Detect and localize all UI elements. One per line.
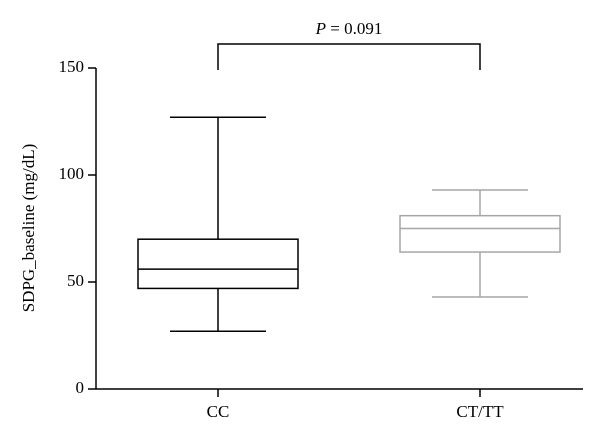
y-tick-label: 50 <box>67 271 84 290</box>
y-axis-label: SDPG_baseline (mg/dL) <box>19 144 38 313</box>
x-tick-label: CT/TT <box>456 402 504 421</box>
annotation: P = 0.091 <box>315 19 383 38</box>
y-tick-label: 0 <box>76 378 85 397</box>
x-tick-label: CC <box>207 402 230 421</box>
box <box>399 214 561 253</box>
y-tick-label: 150 <box>59 57 85 76</box>
box <box>137 238 299 290</box>
y-tick-label: 100 <box>59 164 85 183</box>
annotation-text: = 0.091 <box>330 19 382 38</box>
significance-bracket <box>217 43 481 70</box>
annotation-symbol: P <box>315 19 326 38</box>
